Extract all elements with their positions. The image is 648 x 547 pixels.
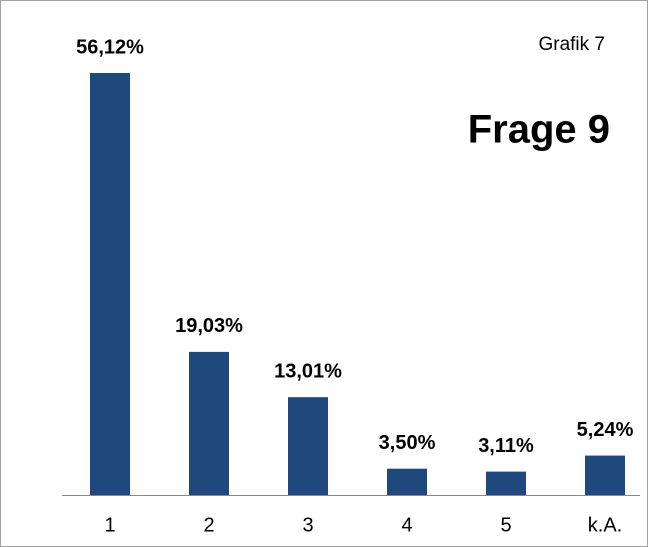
bar: [486, 471, 526, 495]
value-label: 5,24%: [577, 419, 634, 441]
value-label: 3,50%: [379, 432, 436, 454]
x-tick-label: 1: [104, 514, 115, 536]
value-label: 56,12%: [76, 36, 144, 58]
value-label: 3,11%: [478, 435, 534, 457]
bar: [387, 468, 427, 495]
chart-title: Frage 9: [468, 108, 610, 152]
x-tick-label: 5: [500, 514, 511, 536]
value-label: 13,01%: [274, 360, 342, 382]
bar: [90, 72, 130, 495]
value-label: 19,03%: [175, 315, 243, 337]
x-tick-label: k.A.: [588, 514, 622, 536]
chart-annotation: Grafik 7: [538, 34, 605, 55]
x-tick-label: 4: [401, 514, 412, 536]
bar: [189, 351, 229, 495]
bar: [585, 455, 625, 495]
bar: [288, 397, 328, 495]
x-tick-label: 3: [302, 514, 313, 536]
x-tick-label: 2: [203, 514, 214, 536]
